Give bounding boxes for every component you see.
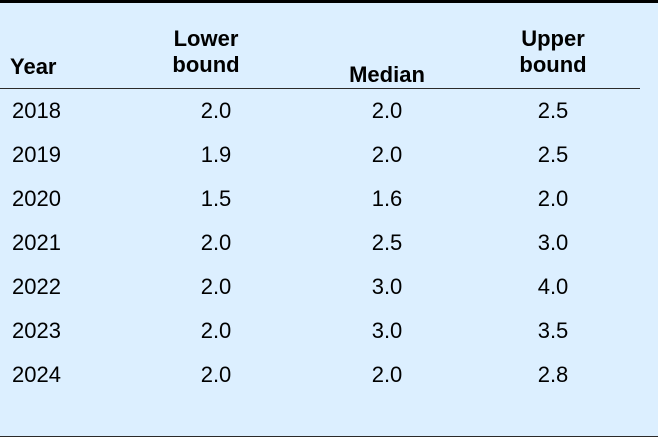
cell-year: 2020 xyxy=(12,186,61,211)
cell-median: 1.6 xyxy=(371,186,403,211)
cell-upper-bound: 3.0 xyxy=(537,230,569,255)
header-median: Median xyxy=(325,62,449,88)
header-lower-bound: Lower bound xyxy=(144,26,268,78)
cell-lower-bound: 1.9 xyxy=(200,142,232,167)
cell-lower-bound: 2.0 xyxy=(200,274,232,299)
cell-year: 2023 xyxy=(12,318,61,343)
cell-upper-bound: 2.5 xyxy=(537,142,569,167)
cell-upper-bound: 2.8 xyxy=(537,362,569,387)
cell-year: 2018 xyxy=(12,98,61,123)
cell-upper-bound: 3.5 xyxy=(537,318,569,343)
cell-year: 2022 xyxy=(12,274,61,299)
cell-lower-bound: 1.5 xyxy=(200,186,232,211)
header-lower-line-2: bound xyxy=(172,52,240,77)
table-row: 2020 1.5 1.6 2.0 xyxy=(0,177,658,221)
cell-upper-bound: 4.0 xyxy=(537,274,569,299)
cell-median: 2.0 xyxy=(371,362,403,387)
cell-lower-bound: 2.0 xyxy=(200,230,232,255)
header-median-line: Median xyxy=(349,62,425,87)
cell-upper-bound: 2.0 xyxy=(537,186,569,211)
header-upper-bound: Upper bound xyxy=(491,26,615,78)
cell-median: 2.5 xyxy=(371,230,403,255)
cell-lower-bound: 2.0 xyxy=(200,362,232,387)
header-upper-line-1: Upper xyxy=(521,26,585,51)
table-row: 2024 2.0 2.0 2.8 xyxy=(0,353,658,397)
table-row: 2019 1.9 2.0 2.5 xyxy=(0,133,658,177)
table-row: 2018 2.0 2.0 2.5 xyxy=(0,89,658,133)
header-year: Year xyxy=(10,54,57,80)
header-year-line: Year xyxy=(10,54,57,79)
header-rule xyxy=(0,88,640,89)
cell-upper-bound: 2.5 xyxy=(537,98,569,123)
cell-lower-bound: 2.0 xyxy=(200,318,232,343)
table-row: 2023 2.0 3.0 3.5 xyxy=(0,309,658,353)
cell-year: 2019 xyxy=(12,142,61,167)
header-lower-line-1: Lower xyxy=(173,26,239,51)
cell-median: 2.0 xyxy=(371,98,403,123)
cell-year: 2021 xyxy=(12,230,61,255)
cell-median: 2.0 xyxy=(371,142,403,167)
table-row: 2021 2.0 2.5 3.0 xyxy=(0,221,658,265)
cell-median: 3.0 xyxy=(371,318,403,343)
header-upper-line-2: bound xyxy=(519,52,587,77)
cell-year: 2024 xyxy=(12,362,61,387)
table-row: 2022 2.0 3.0 4.0 xyxy=(0,265,658,309)
cell-median: 3.0 xyxy=(371,274,403,299)
cell-lower-bound: 2.0 xyxy=(200,98,232,123)
